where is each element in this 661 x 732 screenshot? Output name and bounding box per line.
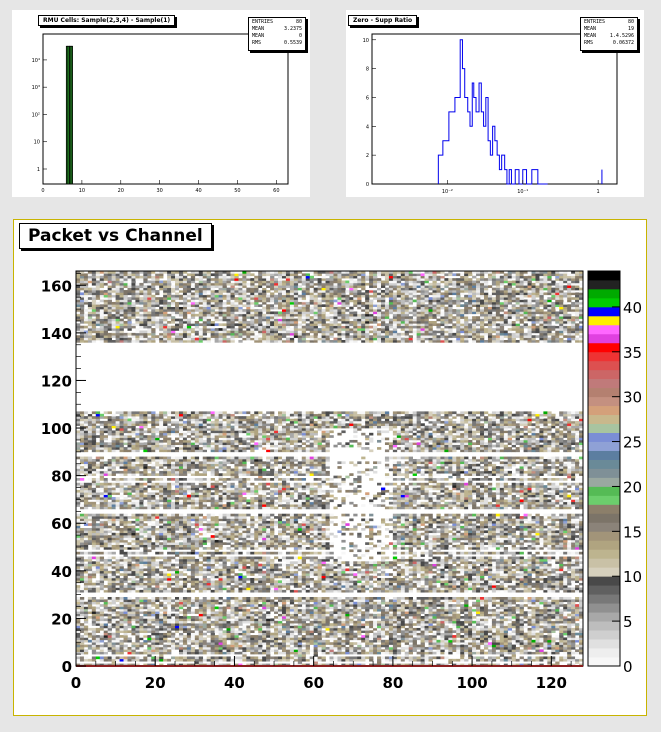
x-tick-label: 0 — [41, 188, 44, 194]
stats-label: ENTRIES — [252, 19, 274, 25]
y-tick-label: 20 — [51, 610, 72, 628]
x-tick-label: 100 — [456, 674, 487, 692]
pad-rmu-cells: 0 10 20 30 40 50 60 1 10 10² 10³ 10⁴ RMU Cells: Sam… — [12, 10, 310, 197]
y-tick-label: 2 — [366, 153, 369, 159]
stats-label: MEAN — [584, 33, 597, 39]
stats-value: 0.06372 — [612, 40, 634, 46]
x-tick-label: 50 — [234, 188, 240, 194]
z-tick-label: 10 — [623, 568, 642, 586]
stats-value: 0.5539 — [283, 40, 302, 46]
stats-value: 0 — [298, 33, 302, 39]
pad-zero-supp-ratio: 10⁻² 10⁻¹ 1 0 2 4 6 8 10 Zero - Supp Ratio ENTRI… — [346, 10, 644, 197]
stats-row: MEAN 19 — [584, 26, 634, 33]
x-tick-label: 20 — [145, 674, 166, 692]
histogram-bar — [70, 45, 73, 185]
heatmap-cells — [76, 271, 584, 667]
y-tick-label: 0 — [366, 182, 369, 188]
y-tick-label: 60 — [51, 515, 72, 533]
stats-value: 1.4.5296 — [609, 33, 634, 39]
color-scale-frame — [587, 270, 621, 667]
stats-label: MEAN — [252, 26, 265, 32]
z-tick-label: 40 — [623, 299, 642, 317]
x-tick-label: 1 — [597, 189, 600, 195]
x-tick-label: 20 — [118, 188, 124, 194]
stats-label: ENTRIES — [584, 19, 606, 25]
x-tick-label: 0 — [71, 674, 81, 692]
rmu-cells-title: RMU Cells: Sample(2,3,4) - Sample(1) — [38, 15, 176, 26]
z-tick-label: 5 — [623, 613, 633, 631]
stats-value: 80 — [627, 19, 634, 25]
stats-row: RMS 0.5539 — [252, 40, 302, 47]
y-tick-label: 160 — [41, 277, 72, 295]
stats-row: ENTRIES 80 — [584, 19, 634, 26]
packet-vs-channel-title: Packet vs Channel — [19, 223, 212, 249]
stats-row: MEAN 1.4.5296 — [584, 33, 634, 40]
x-tick-label: 120 — [536, 674, 567, 692]
plot-frame — [371, 33, 618, 185]
stats-row: ENTRIES 80 — [252, 19, 302, 26]
z-tick-label: 0 — [623, 658, 633, 676]
stats-row: RMS 0.06372 — [584, 40, 634, 47]
x-tick-label: 80 — [382, 674, 403, 692]
x-tick-label: 60 — [303, 674, 324, 692]
x-tick-label: 40 — [195, 188, 201, 194]
y-tick-label: 4 — [366, 124, 369, 130]
zero-supp-ratio-title: Zero - Supp Ratio — [348, 15, 418, 26]
z-tick-label: 30 — [623, 389, 642, 407]
x-tick-label: 60 — [273, 188, 279, 194]
y-tick-label: 1 — [37, 167, 40, 173]
stats-row: MEAN 0 — [252, 33, 302, 40]
x-tick-label: 10 — [79, 188, 85, 194]
color-scale — [588, 271, 620, 667]
x-tick-label: 10⁻² — [442, 189, 453, 195]
z-tick-label: 15 — [623, 523, 642, 541]
y-tick-label: 100 — [41, 420, 72, 438]
y-tick-label: 8 — [366, 67, 369, 73]
z-tick-label: 20 — [623, 478, 642, 496]
stats-label: RMS — [584, 40, 594, 46]
y-tick-label: 80 — [51, 468, 72, 486]
y-tick-label: 120 — [41, 372, 72, 390]
y-tick-label: 10 — [34, 140, 40, 146]
x-tick-label: 30 — [156, 188, 162, 194]
packet-vs-channel-heatmap: 0 20 40 60 80 100 120 0 20 40 60 80 100 120 140 160 0 5 10… — [41, 270, 642, 692]
z-tick-label: 35 — [623, 344, 642, 362]
stats-row: MEAN 3.2375 — [252, 26, 302, 33]
stats-label: MEAN — [252, 33, 265, 39]
y-tick-label: 140 — [41, 325, 72, 343]
pad-packet-vs-channel: 0 20 40 60 80 100 120 0 20 40 60 80 100 120 140 160 0 5 10… — [13, 219, 647, 716]
rmu-cells-stats-box: ENTRIES 80 MEAN 3.2375 MEAN 0 RMS 0.5539 — [248, 17, 306, 51]
y-tick-label: 10 — [363, 38, 369, 44]
series-line — [437, 39, 548, 185]
stats-value: 3.2375 — [283, 26, 302, 32]
plot-frame — [42, 33, 289, 185]
rmu-cells-histogram: 0 10 20 30 40 50 60 1 10 10² 10³ 10⁴ — [32, 33, 289, 194]
stats-value: 19 — [627, 26, 634, 32]
y-tick-label: 10³ — [32, 85, 40, 91]
y-tick-label: 0 — [62, 658, 72, 676]
x-tick-label: 40 — [224, 674, 245, 692]
x-tick-label: 10⁻¹ — [517, 189, 528, 195]
y-tick-label: 10² — [32, 112, 40, 118]
y-tick-label: 10⁴ — [32, 58, 40, 64]
y-tick-label: 40 — [51, 563, 72, 581]
z-tick-label: 25 — [623, 434, 642, 452]
stats-label: RMS — [252, 40, 262, 46]
stats-label: MEAN — [584, 26, 597, 32]
zero-supp-ratio-stats-box: ENTRIES 80 MEAN 19 MEAN 1.4.5296 RMS 0.06372 — [580, 17, 638, 51]
y-tick-label: 6 — [366, 95, 369, 101]
stats-value: 80 — [295, 19, 302, 25]
